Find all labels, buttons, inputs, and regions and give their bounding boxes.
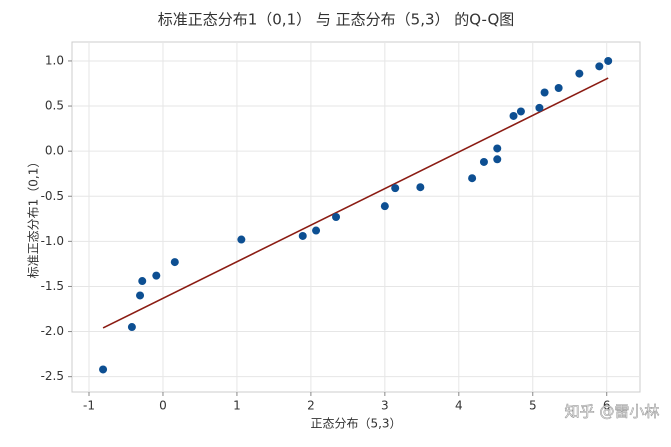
- y-tick-label: -1.0: [41, 234, 64, 248]
- point: [493, 144, 502, 153]
- fit-line: [102, 77, 609, 329]
- y-tick-label: -2.5: [41, 369, 64, 383]
- point: [380, 202, 389, 211]
- point: [575, 69, 584, 78]
- x-tick-label: 5: [529, 399, 537, 413]
- point: [136, 291, 145, 300]
- watermark: 知乎 @雷小林: [565, 403, 660, 421]
- point: [298, 231, 307, 240]
- point: [479, 157, 488, 166]
- point: [416, 183, 425, 192]
- point: [170, 258, 179, 267]
- point: [332, 213, 341, 221]
- point: [516, 107, 525, 116]
- x-tick-label: -1: [83, 399, 95, 413]
- chart-title: 标准正态分布1（0,1） 与 正态分布（5,3） 的Q-Q图: [158, 11, 515, 29]
- point: [554, 84, 563, 93]
- y-tick-label: -0.5: [41, 189, 64, 203]
- x-tick-label: 2: [307, 399, 315, 413]
- x-tick-label: 0: [159, 399, 167, 413]
- y-axis-label: 标准正态分布1（0,1）: [27, 156, 41, 279]
- y-tick-label: -2.0: [41, 324, 64, 338]
- y-tick-label: -1.5: [41, 279, 64, 293]
- x-tick-label: 6: [603, 399, 611, 413]
- y-tick-label: 0.5: [45, 99, 64, 113]
- point: [595, 62, 604, 71]
- point: [493, 155, 502, 164]
- point: [127, 323, 136, 332]
- point: [312, 226, 321, 235]
- point: [152, 271, 161, 280]
- point: [468, 174, 477, 183]
- point: [540, 88, 549, 97]
- y-tick-label: 0.0: [45, 144, 64, 158]
- x-tick-label: 4: [455, 399, 463, 413]
- plot-area: [71, 41, 641, 393]
- x-axis-label: 正态分布（5,3）: [310, 417, 401, 431]
- x-tick-label: 3: [381, 399, 389, 413]
- y-tick-label: 1.0: [45, 53, 64, 67]
- point: [535, 103, 544, 112]
- x-tick-label: 1: [233, 399, 241, 413]
- point: [138, 277, 147, 286]
- point: [237, 235, 246, 244]
- point: [509, 111, 518, 120]
- point: [604, 56, 613, 65]
- point: [99, 365, 108, 374]
- point: [391, 184, 400, 193]
